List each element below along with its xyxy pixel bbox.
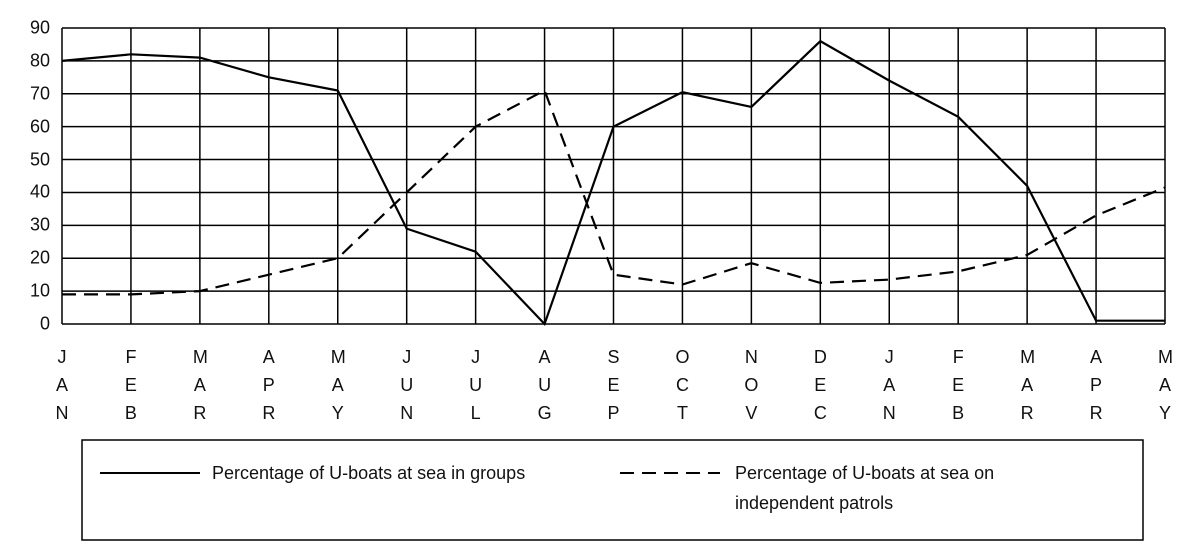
x-tick-label: NOV	[744, 347, 759, 423]
x-tick-label: JUL	[469, 347, 483, 423]
y-tick-label: 40	[29, 181, 50, 202]
x-tick-label: JUN	[400, 347, 414, 423]
x-tick-label: JAN	[55, 347, 69, 423]
y-tick-label: 20	[29, 247, 50, 268]
x-tick-label: APR	[1089, 347, 1103, 423]
y-tick-label: 10	[29, 280, 50, 301]
x-tick-label: DEC	[813, 347, 827, 423]
y-tick-label: 70	[29, 83, 50, 104]
y-tick-label: 80	[29, 50, 50, 71]
legend-label: Percentage of U-boats at sea on independ…	[735, 463, 995, 513]
y-tick-label: 60	[29, 116, 50, 137]
x-tick-label: MAR	[192, 347, 208, 423]
x-tick-label: FEB	[124, 347, 137, 423]
x-tick-label: FEB	[952, 347, 965, 423]
legend-box	[81, 439, 1144, 541]
y-tick-label: 0	[39, 313, 50, 334]
x-tick-label: JAN	[882, 347, 896, 423]
x-tick-label: MAY	[330, 347, 346, 423]
x-tick-label: MAY	[1158, 347, 1173, 423]
y-tick-label: 30	[29, 214, 50, 235]
y-tick-label: 50	[29, 149, 50, 170]
x-tick-label: APR	[262, 347, 276, 423]
legend-label: Percentage of U-boats at sea in groups	[212, 463, 526, 483]
series-line	[61, 39, 1165, 327]
y-tick-label: 90	[29, 17, 50, 38]
x-tick-label: MAR	[1020, 347, 1036, 423]
x-tick-label: OCT	[675, 347, 690, 423]
x-tick-label: SEP	[607, 347, 620, 423]
x-tick-label: AUG	[537, 347, 552, 423]
series-line	[62, 88, 1166, 296]
